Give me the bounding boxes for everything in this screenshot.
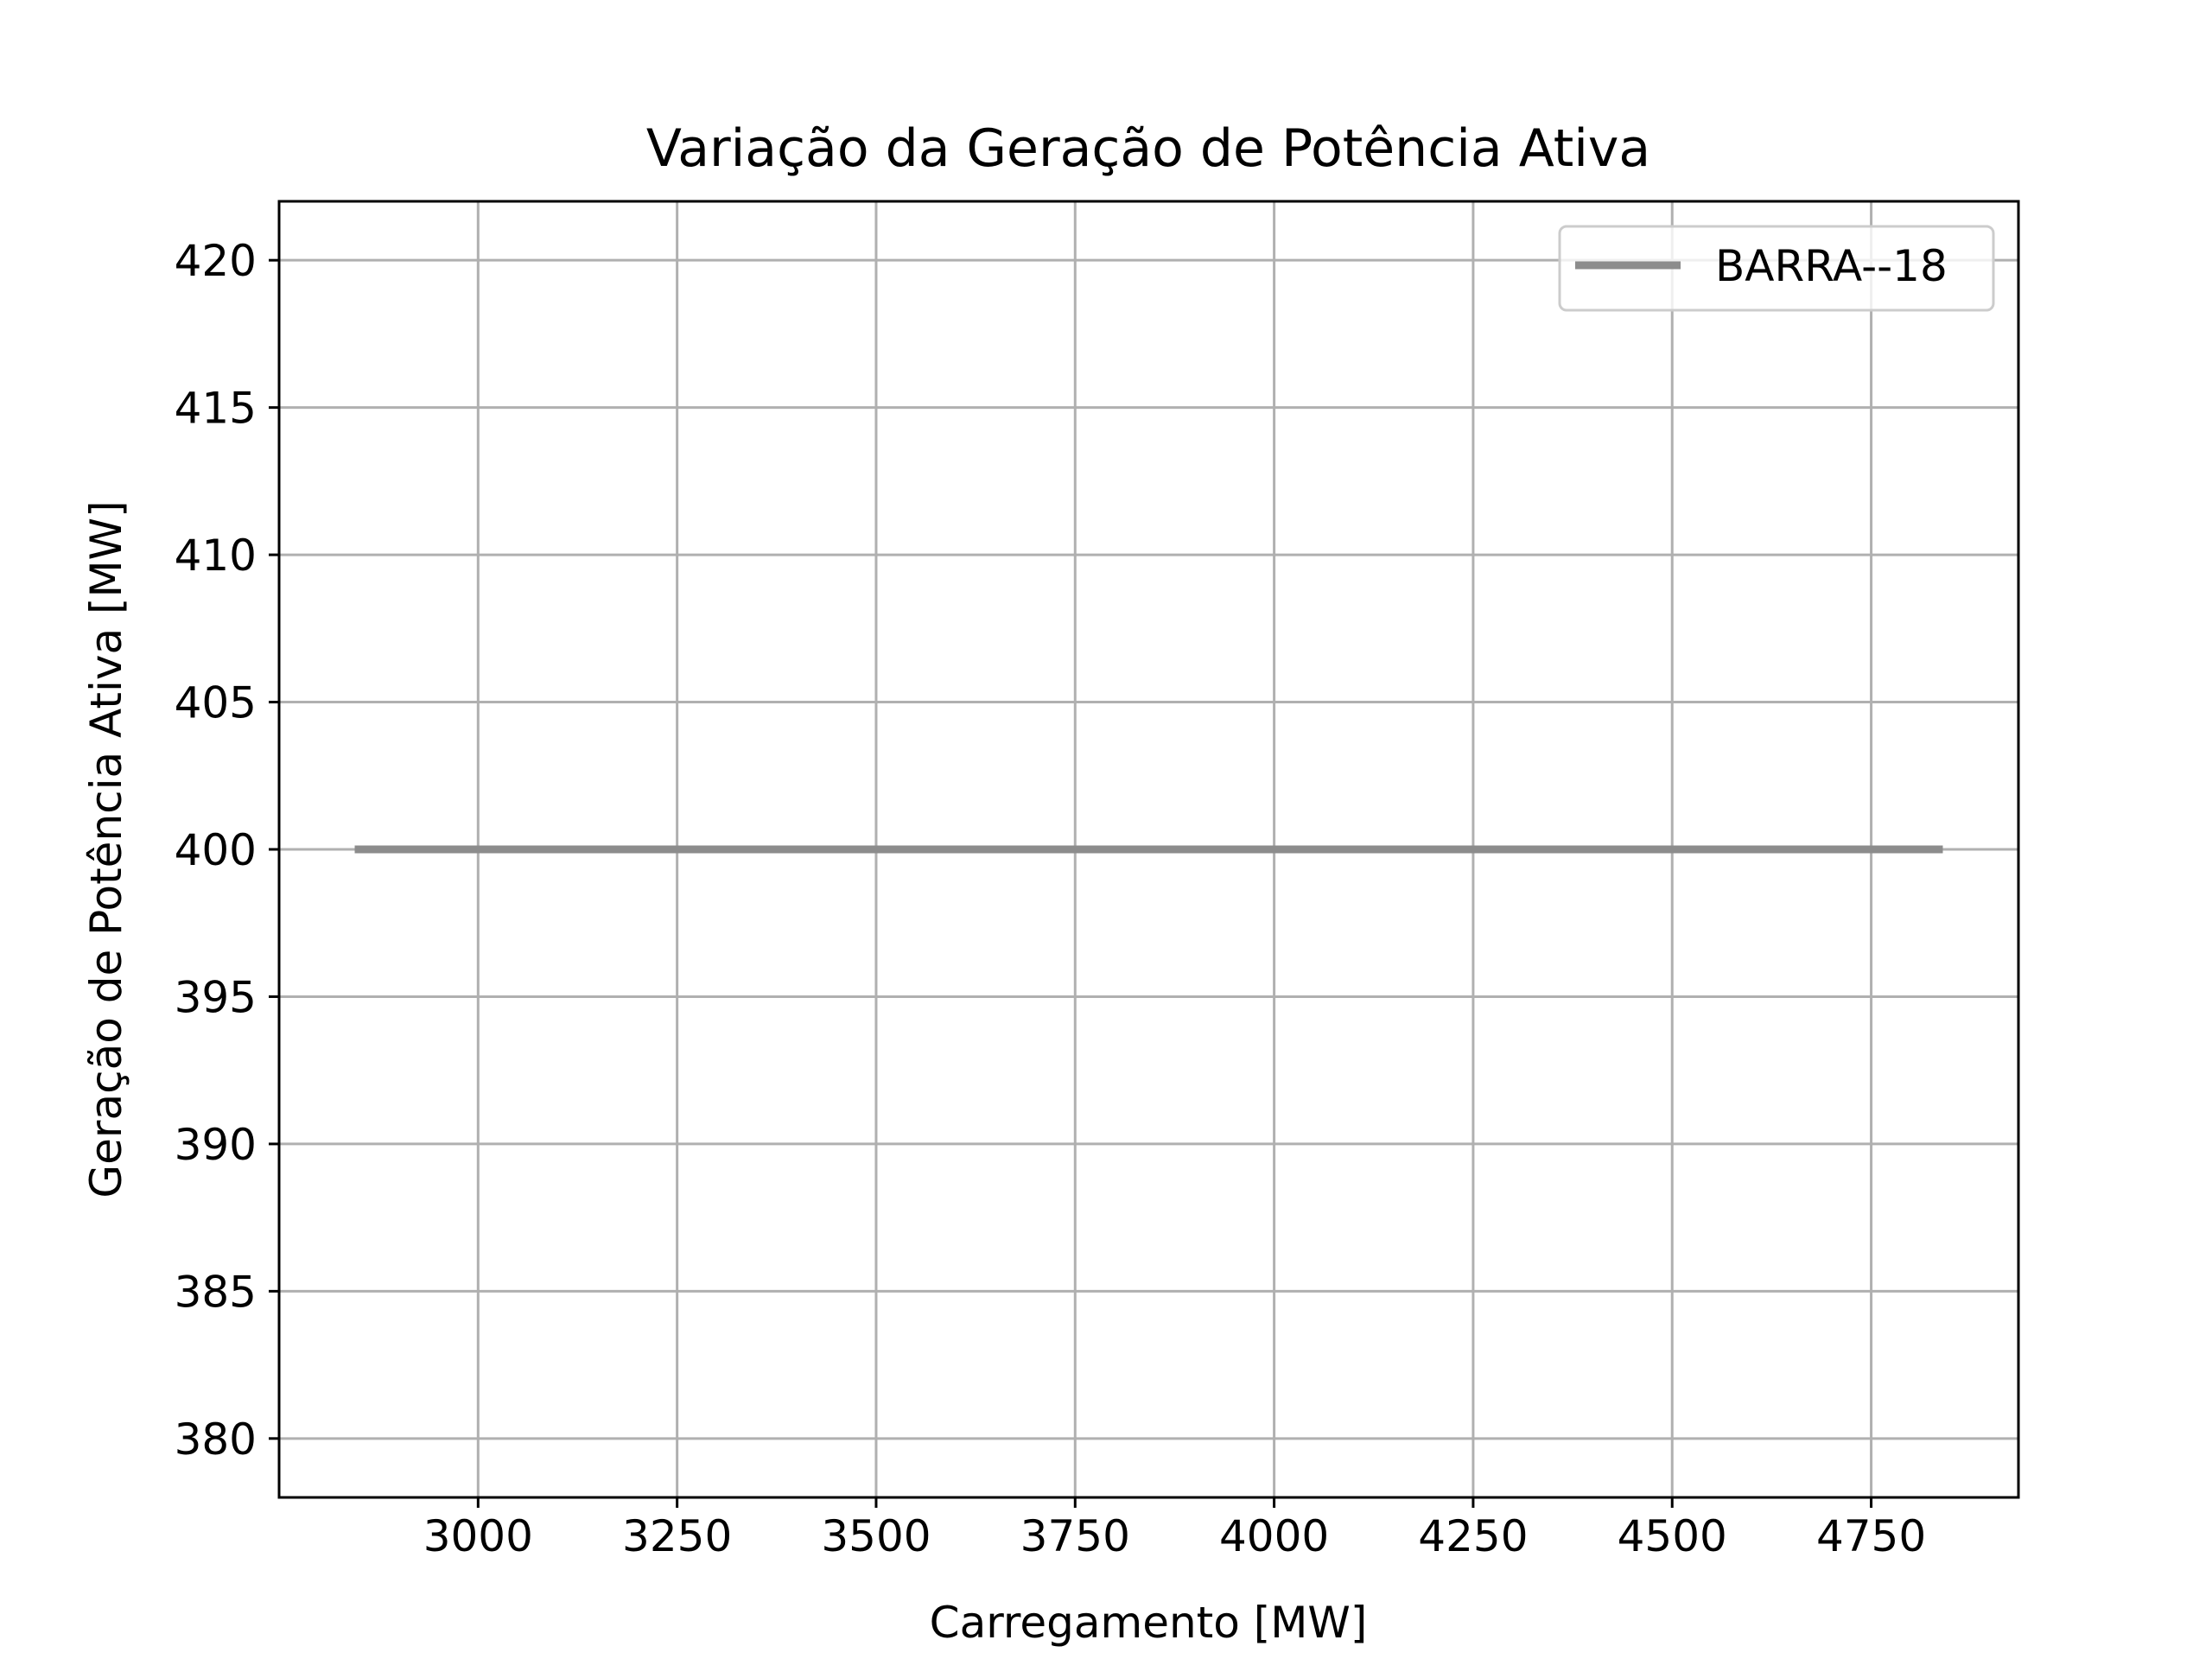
chart-title: Variação da Geração de Potência Ativa — [646, 118, 1650, 179]
x-axis: 3000 3250 3500 3750 4000 4250 4500 4750 — [423, 1497, 1926, 1561]
y-tick-label: 385 — [175, 1267, 257, 1317]
legend-box — [1558, 225, 1995, 312]
y-tick-label: 380 — [175, 1414, 257, 1465]
y-axis: 380 385 390 395 400 405 410 415 420 — [175, 236, 279, 1465]
y-tick-label: 410 — [175, 531, 257, 581]
x-tick-label: 4000 — [1219, 1511, 1329, 1561]
x-tick-label: 3750 — [1020, 1511, 1130, 1561]
y-axis-label: Geração de Potência Ativa [MW] — [81, 500, 131, 1198]
legend: BARRA--18 — [1558, 225, 1995, 312]
x-axis-label: Carregamento [MW] — [930, 1598, 1368, 1648]
x-tick-label: 4250 — [1418, 1511, 1528, 1561]
x-tick-label: 4500 — [1618, 1511, 1727, 1561]
y-tick-label: 420 — [175, 236, 257, 286]
x-tick-label: 3500 — [821, 1511, 931, 1561]
grid — [279, 201, 2018, 1497]
y-tick-label: 405 — [175, 678, 257, 728]
legend-label-barra-18: BARRA--18 — [1715, 241, 1948, 291]
y-tick-label: 415 — [175, 384, 257, 434]
y-tick-label: 390 — [175, 1120, 257, 1170]
x-tick-label: 3000 — [423, 1511, 533, 1561]
x-tick-label: 4750 — [1816, 1511, 1926, 1561]
y-tick-label: 395 — [175, 972, 257, 1022]
y-tick-label: 400 — [175, 825, 257, 875]
x-tick-label: 3250 — [622, 1511, 732, 1561]
